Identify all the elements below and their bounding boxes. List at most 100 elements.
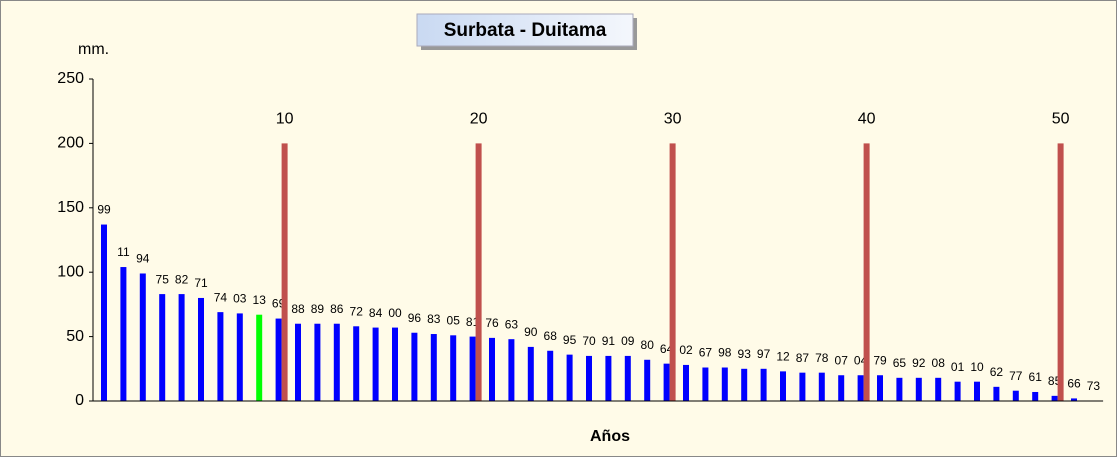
bar — [624, 355, 631, 401]
bar-year-label: 79 — [873, 353, 887, 367]
y-tick-label: 250 — [57, 70, 84, 87]
bar — [392, 327, 398, 401]
bar — [450, 335, 457, 401]
bar-year-label: 10 — [970, 360, 984, 374]
bar-year-label: 05 — [447, 313, 461, 327]
bar — [760, 368, 767, 401]
bar-year-label: 89 — [311, 302, 325, 316]
marker-label: 40 — [858, 111, 876, 128]
x-axis-label: Años — [590, 428, 630, 445]
bar — [411, 332, 418, 401]
bar — [954, 381, 961, 401]
bar — [469, 336, 476, 401]
bar — [993, 386, 1000, 401]
bar-year-label: 99 — [97, 203, 111, 217]
bar-year-label: 70 — [582, 334, 596, 348]
bar-year-label: 08 — [932, 356, 946, 370]
marker-label: 30 — [664, 111, 682, 128]
bar — [799, 372, 806, 401]
bar-year-label: 83 — [427, 312, 441, 326]
bar — [780, 371, 786, 401]
bar-year-label: 02 — [679, 343, 693, 357]
bar — [159, 294, 166, 401]
bar — [430, 334, 437, 401]
bar-year-label: 13 — [253, 293, 267, 307]
bar-year-label: 66 — [1067, 377, 1081, 391]
bar-year-label: 74 — [214, 290, 228, 304]
bar-year-label: 95 — [563, 333, 577, 347]
bar — [178, 294, 185, 401]
bar — [120, 267, 127, 401]
marker-label: 10 — [276, 111, 294, 128]
bar — [217, 312, 224, 401]
y-tick-label: 50 — [66, 328, 84, 345]
bar — [566, 354, 573, 401]
bar — [353, 326, 360, 401]
bar — [295, 323, 301, 401]
bar — [1051, 395, 1058, 401]
bar-year-label: 94 — [136, 252, 150, 266]
bar-year-label: 82 — [175, 272, 189, 286]
bar-year-label: 88 — [291, 302, 305, 316]
marker-bar — [475, 143, 482, 401]
bar — [857, 375, 864, 401]
bar-year-label: 03 — [233, 292, 247, 306]
bar — [915, 377, 922, 401]
y-tick-label: 0 — [75, 392, 84, 409]
bar-year-label: 77 — [1009, 369, 1023, 383]
bar — [372, 327, 379, 401]
bar-year-label: 12 — [776, 350, 790, 364]
bar — [101, 224, 107, 401]
bar-year-label: 97 — [757, 347, 771, 361]
bar — [605, 355, 612, 401]
marker-bar — [1057, 143, 1064, 401]
bar — [314, 323, 321, 401]
bar — [974, 381, 980, 401]
bar — [1032, 391, 1039, 401]
bar — [663, 363, 670, 401]
marker-bar — [281, 143, 288, 401]
bar — [877, 375, 883, 401]
marker-bar — [669, 143, 676, 401]
bar-year-label: 72 — [350, 304, 364, 318]
marker-bar — [863, 143, 870, 401]
bar — [256, 314, 263, 401]
bar-year-label: 76 — [485, 316, 499, 330]
bar — [198, 297, 204, 401]
bar-year-label: 91 — [602, 334, 616, 348]
bar — [333, 323, 340, 401]
bar-year-label: 78 — [815, 351, 829, 365]
bar-year-label: 98 — [718, 346, 732, 360]
y-tick-label: 150 — [57, 199, 84, 216]
bar — [702, 367, 709, 401]
bar-year-label: 07 — [835, 353, 849, 367]
bar-year-label: 62 — [990, 365, 1004, 379]
bar-year-label: 09 — [621, 334, 635, 348]
bar-year-label: 90 — [524, 325, 538, 339]
bar — [896, 377, 903, 401]
bar-year-label: 96 — [408, 311, 422, 325]
bar — [489, 337, 495, 401]
bar-year-label: 80 — [641, 338, 655, 352]
bar — [236, 313, 243, 401]
bar-year-label: 01 — [951, 360, 965, 374]
bar — [586, 355, 592, 401]
bar — [838, 375, 845, 401]
bar-year-label: 00 — [388, 306, 402, 320]
marker-label: 20 — [470, 111, 488, 128]
bar — [741, 368, 748, 401]
bar — [275, 318, 282, 401]
bar-year-label: 92 — [912, 356, 926, 370]
bar-year-label: 93 — [738, 347, 752, 361]
bar-year-label: 75 — [156, 272, 170, 286]
bar — [527, 346, 534, 401]
y-tick-label: 200 — [57, 135, 84, 152]
bar — [818, 372, 825, 401]
bar — [139, 273, 146, 401]
y-tick-label: 100 — [57, 263, 84, 280]
bar-year-label: 86 — [330, 302, 344, 316]
bar — [644, 359, 651, 401]
bar — [683, 364, 689, 401]
